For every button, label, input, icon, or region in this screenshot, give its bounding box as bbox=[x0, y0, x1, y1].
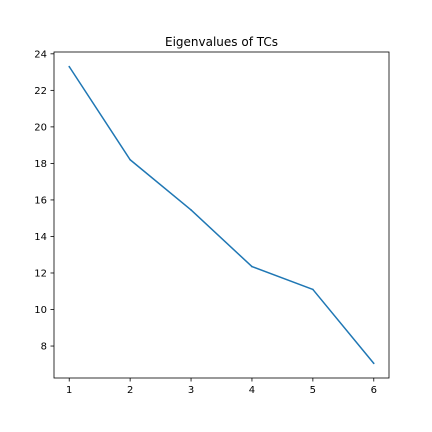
eigenvalue-series-line bbox=[68, 66, 375, 364]
chart-title: Eigenvalues of TCs bbox=[165, 35, 278, 49]
data-point bbox=[312, 288, 314, 291]
x-tick-label: 1 bbox=[66, 385, 72, 396]
y-tick-label: 8 bbox=[41, 342, 47, 353]
x-tick-label: 6 bbox=[371, 385, 377, 396]
y-axis: 8 10 12 14 16 18 20 22 24 bbox=[34, 49, 54, 353]
x-axis: 1 2 3 4 5 6 bbox=[66, 378, 377, 396]
y-tick-label: 14 bbox=[34, 232, 47, 243]
x-tick-label: 5 bbox=[310, 385, 316, 396]
y-tick-label: 24 bbox=[34, 49, 47, 60]
y-tick-label: 20 bbox=[34, 122, 47, 133]
y-tick-label: 18 bbox=[34, 159, 47, 170]
x-tick-label: 2 bbox=[127, 385, 133, 396]
plot-frame bbox=[53, 51, 390, 379]
x-tick-label: 3 bbox=[188, 385, 194, 396]
data-point bbox=[68, 65, 71, 68]
y-tick-label: 12 bbox=[34, 268, 47, 279]
y-tick-label: 22 bbox=[34, 86, 47, 97]
data-point bbox=[372, 362, 375, 365]
series-layer bbox=[68, 65, 375, 365]
data-point bbox=[129, 158, 131, 161]
y-tick-label: 10 bbox=[34, 305, 47, 316]
y-tick-label: 16 bbox=[34, 195, 47, 206]
data-point bbox=[251, 265, 253, 268]
x-tick-label: 4 bbox=[249, 385, 255, 396]
data-point bbox=[190, 209, 192, 211]
